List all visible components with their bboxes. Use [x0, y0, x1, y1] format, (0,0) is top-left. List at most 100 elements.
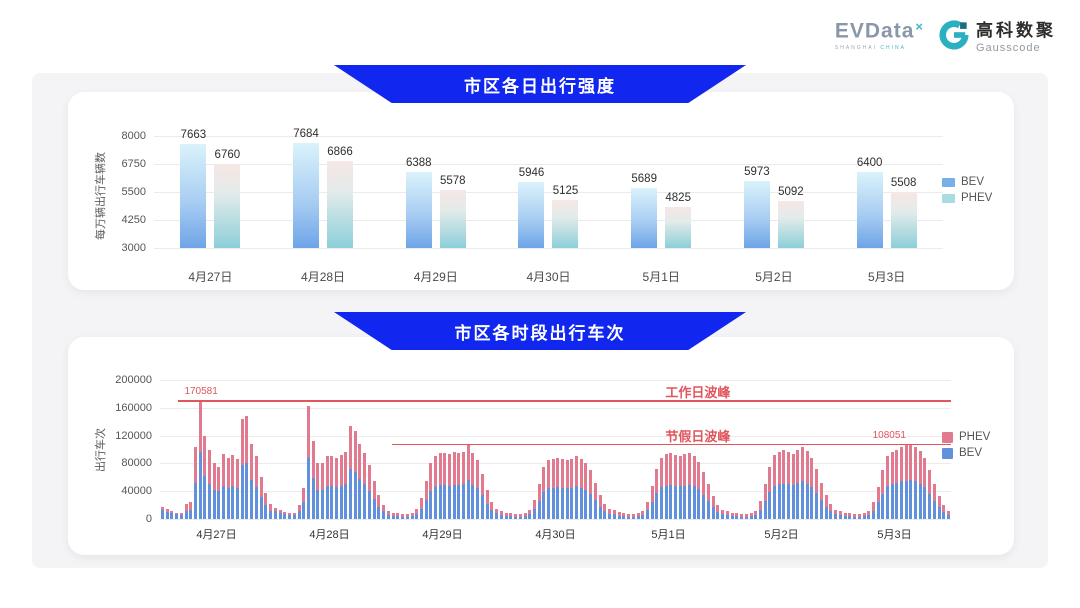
- stacked-hour-bar[interactable]: [353, 430, 357, 519]
- stacked-hour-bar[interactable]: [480, 473, 484, 519]
- stacked-hour-bar[interactable]: [476, 459, 480, 519]
- stacked-hour-bar[interactable]: [871, 502, 875, 519]
- stacked-hour-bar[interactable]: [335, 457, 339, 519]
- stacked-hour-bar[interactable]: [274, 507, 278, 519]
- stacked-hour-bar[interactable]: [561, 459, 565, 519]
- stacked-hour-bar[interactable]: [189, 502, 193, 519]
- stacked-hour-bar[interactable]: [904, 445, 908, 519]
- stacked-hour-bar[interactable]: [494, 508, 498, 519]
- stacked-hour-bar[interactable]: [805, 450, 809, 519]
- stacked-hour-bar[interactable]: [514, 514, 518, 519]
- stacked-hour-bar[interactable]: [664, 454, 668, 519]
- stacked-hour-bar[interactable]: [217, 466, 221, 519]
- stacked-hour-bar[interactable]: [946, 510, 950, 519]
- stacked-hour-bar[interactable]: [754, 510, 758, 519]
- stacked-hour-bar[interactable]: [923, 457, 927, 519]
- stacked-hour-bar[interactable]: [457, 452, 461, 519]
- stacked-hour-bar[interactable]: [429, 463, 433, 519]
- legend-item-phev[interactable]: PHEV: [942, 192, 992, 204]
- stacked-hour-bar[interactable]: [706, 484, 710, 519]
- stacked-hour-bar[interactable]: [433, 456, 437, 519]
- stacked-hour-bar[interactable]: [645, 501, 649, 519]
- stacked-hour-bar[interactable]: [617, 512, 621, 519]
- stacked-hour-bar[interactable]: [772, 455, 776, 519]
- stacked-hour-bar[interactable]: [240, 418, 244, 519]
- stacked-hour-bar[interactable]: [744, 514, 748, 519]
- stacked-hour-bar[interactable]: [890, 451, 894, 519]
- stacked-hour-bar[interactable]: [862, 513, 866, 519]
- stacked-hour-bar[interactable]: [631, 514, 635, 519]
- stacked-hour-bar[interactable]: [720, 509, 724, 519]
- stacked-hour-bar[interactable]: [358, 443, 362, 519]
- stacked-hour-bar[interactable]: [801, 447, 805, 519]
- stacked-hour-bar[interactable]: [683, 454, 687, 519]
- stacked-hour-bar[interactable]: [532, 499, 536, 519]
- stacked-hour-bar[interactable]: [438, 452, 442, 519]
- stacked-hour-bar[interactable]: [782, 450, 786, 519]
- stacked-hour-bar[interactable]: [179, 513, 183, 519]
- stacked-hour-bar[interactable]: [763, 484, 767, 519]
- stacked-hour-bar[interactable]: [212, 463, 216, 519]
- stacked-hour-bar[interactable]: [740, 514, 744, 519]
- stacked-hour-bar[interactable]: [565, 459, 569, 519]
- stacked-hour-bar[interactable]: [829, 504, 833, 519]
- stacked-hour-bar[interactable]: [184, 503, 188, 519]
- bev-bar[interactable]: [405, 172, 432, 248]
- stacked-hour-bar[interactable]: [711, 496, 715, 519]
- stacked-hour-bar[interactable]: [396, 513, 400, 519]
- stacked-hour-bar[interactable]: [622, 513, 626, 519]
- stacked-hour-bar[interactable]: [320, 462, 324, 519]
- stacked-hour-bar[interactable]: [306, 405, 310, 519]
- stacked-hour-bar[interactable]: [391, 512, 395, 519]
- stacked-hour-bar[interactable]: [876, 487, 880, 519]
- stacked-hour-bar[interactable]: [937, 496, 941, 519]
- stacked-hour-bar[interactable]: [330, 456, 334, 519]
- stacked-hour-bar[interactable]: [551, 458, 555, 519]
- stacked-hour-bar[interactable]: [914, 446, 918, 519]
- stacked-hour-bar[interactable]: [726, 510, 730, 519]
- phev-bar[interactable]: [552, 200, 579, 248]
- legend-item-bev[interactable]: BEV: [942, 176, 992, 188]
- stacked-hour-bar[interactable]: [867, 510, 871, 519]
- stacked-hour-bar[interactable]: [688, 452, 692, 519]
- stacked-hour-bar[interactable]: [236, 459, 240, 519]
- stacked-hour-bar[interactable]: [198, 400, 202, 519]
- stacked-hour-bar[interactable]: [339, 455, 343, 519]
- stacked-hour-bar[interactable]: [758, 500, 762, 519]
- stacked-hour-bar[interactable]: [462, 451, 466, 519]
- stacked-hour-bar[interactable]: [504, 512, 508, 519]
- stacked-hour-bar[interactable]: [302, 487, 306, 519]
- stacked-hour-bar[interactable]: [175, 512, 179, 519]
- stacked-hour-bar[interactable]: [311, 441, 315, 519]
- stacked-hour-bar[interactable]: [579, 459, 583, 519]
- stacked-hour-bar[interactable]: [909, 443, 913, 519]
- stacked-hour-bar[interactable]: [203, 435, 207, 519]
- stacked-hour-bar[interactable]: [278, 509, 282, 519]
- stacked-hour-bar[interactable]: [401, 514, 405, 519]
- stacked-hour-bar[interactable]: [165, 509, 169, 519]
- stacked-hour-bar[interactable]: [716, 505, 720, 519]
- stacked-hour-bar[interactable]: [885, 456, 889, 519]
- stacked-hour-bar[interactable]: [466, 443, 470, 519]
- stacked-hour-bar[interactable]: [692, 456, 696, 519]
- stacked-hour-bar[interactable]: [900, 447, 904, 519]
- stacked-hour-bar[interactable]: [222, 453, 226, 519]
- stacked-hour-bar[interactable]: [292, 513, 296, 519]
- stacked-hour-bar[interactable]: [363, 452, 367, 519]
- stacked-hour-bar[interactable]: [655, 468, 659, 519]
- stacked-hour-bar[interactable]: [857, 514, 861, 519]
- stacked-hour-bar[interactable]: [678, 456, 682, 519]
- stacked-hour-bar[interactable]: [824, 495, 828, 519]
- stacked-hour-bar[interactable]: [593, 482, 597, 519]
- legend-item-phev[interactable]: PHEV: [942, 431, 990, 443]
- stacked-hour-bar[interactable]: [881, 470, 885, 519]
- stacked-hour-bar[interactable]: [669, 452, 673, 519]
- bev-bar[interactable]: [518, 182, 545, 248]
- stacked-hour-bar[interactable]: [942, 505, 946, 519]
- stacked-hour-bar[interactable]: [381, 505, 385, 519]
- phev-bar[interactable]: [214, 163, 241, 248]
- stacked-hour-bar[interactable]: [410, 512, 414, 519]
- stacked-hour-bar[interactable]: [161, 506, 165, 519]
- phev-bar[interactable]: [890, 191, 917, 248]
- stacked-hour-bar[interactable]: [791, 453, 795, 519]
